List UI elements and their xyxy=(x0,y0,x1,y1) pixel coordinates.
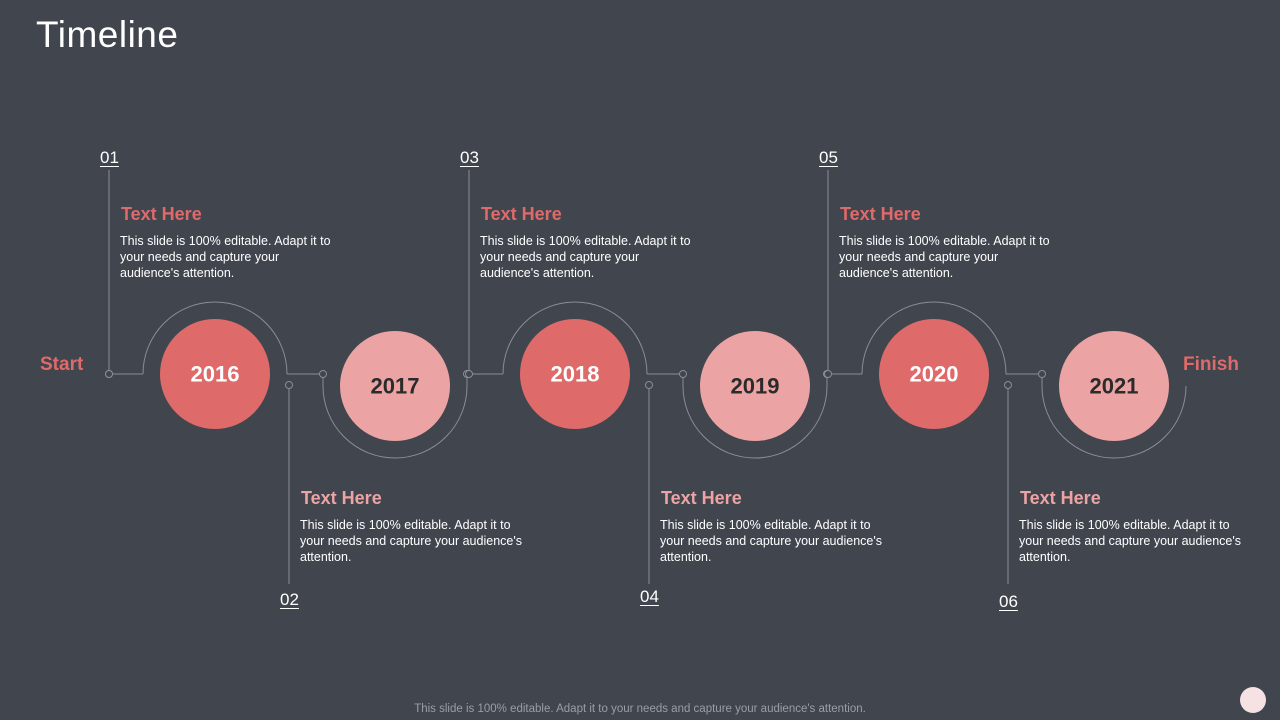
node-dot xyxy=(319,370,327,378)
year-label: 2018 xyxy=(551,362,600,387)
node-dot xyxy=(645,381,653,389)
year-circle xyxy=(340,331,450,441)
year-circle xyxy=(700,331,810,441)
milestone-number: 04 xyxy=(640,587,659,606)
milestone-text: This slide is 100% editable. Adapt it to… xyxy=(1019,518,1241,564)
milestone-heading: Text Here xyxy=(1020,488,1101,508)
year-label: 2021 xyxy=(1090,374,1139,399)
title: Timeline xyxy=(36,14,179,55)
finish-label: Finish xyxy=(1183,354,1239,375)
year-circle xyxy=(520,319,630,429)
year-circle xyxy=(1059,331,1169,441)
year-label: 2017 xyxy=(371,374,420,399)
year-circle xyxy=(160,319,270,429)
milestone-text: This slide is 100% editable. Adapt it to… xyxy=(660,518,882,564)
milestone-heading: Text Here xyxy=(840,204,921,224)
arc xyxy=(861,301,1007,375)
year-label: 2016 xyxy=(191,362,240,387)
milestone-text: This slide is 100% editable. Adapt it to… xyxy=(839,234,1050,280)
arc xyxy=(322,385,468,459)
node-dot xyxy=(105,370,113,378)
milestone-number: 05 xyxy=(819,148,838,167)
milestone-text: This slide is 100% editable. Adapt it to… xyxy=(480,234,691,280)
footer: This slide is 100% editable. Adapt it to… xyxy=(414,703,866,715)
milestone-heading: Text Here xyxy=(481,204,562,224)
year-label: 2020 xyxy=(910,362,959,387)
milestone-number: 03 xyxy=(460,148,479,167)
arc xyxy=(682,385,828,459)
milestone-number: 02 xyxy=(280,590,299,609)
arc xyxy=(142,301,288,375)
node-dot xyxy=(285,381,293,389)
node-dot xyxy=(1004,381,1012,389)
node-dot xyxy=(824,370,832,378)
milestone-heading: Text Here xyxy=(121,204,202,224)
milestone-heading: Text Here xyxy=(301,488,382,508)
arc xyxy=(502,301,648,375)
milestone-heading: Text Here xyxy=(661,488,742,508)
node-dot xyxy=(679,370,687,378)
corner-dot xyxy=(1240,687,1266,713)
start-label: Start xyxy=(40,354,84,375)
node-dot xyxy=(465,370,473,378)
year-circle xyxy=(879,319,989,429)
node-dot xyxy=(1038,370,1046,378)
milestone-number: 01 xyxy=(100,148,119,167)
milestone-text: This slide is 100% editable. Adapt it to… xyxy=(300,518,522,564)
connector xyxy=(826,373,862,386)
arc xyxy=(1041,385,1187,459)
milestone-text: This slide is 100% editable. Adapt it to… xyxy=(120,234,331,280)
year-label: 2019 xyxy=(731,374,780,399)
milestone-number: 06 xyxy=(999,592,1018,611)
